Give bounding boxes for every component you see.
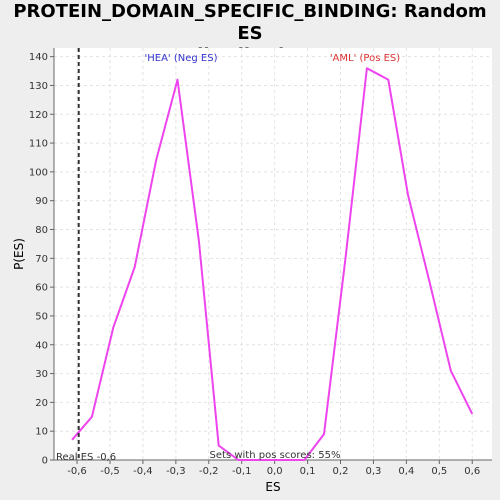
neg-es-label: 'HEA' (Neg ES): [145, 53, 218, 64]
x-tick-label: 0,2: [333, 466, 349, 477]
y-tick-label: 100: [29, 167, 48, 178]
y-tick-label: 40: [35, 340, 48, 351]
y-tick-label: 80: [35, 225, 48, 236]
x-tick-label: 0,5: [431, 466, 447, 477]
y-tick-label: 50: [35, 311, 48, 322]
plot-area: [54, 48, 492, 460]
y-tick-label: 120: [29, 110, 48, 121]
y-tick-label: 70: [35, 254, 48, 265]
x-tick-label: 0,6: [464, 466, 480, 477]
pos-es-label: 'AML' (Pos ES): [330, 53, 400, 64]
y-tick-label: 0: [42, 456, 48, 467]
x-axis-label: ES: [265, 480, 280, 494]
tick-layer: 0 10 20 30 40 50 60 70 80 90 100 110 120 130 140 -0,6 -0…: [29, 52, 480, 477]
series-layer: [71, 67, 474, 461]
x-tick-label: -0,2: [199, 466, 219, 477]
y-tick-label: 60: [35, 283, 48, 294]
y-tick-label: 90: [35, 196, 48, 207]
y-tick-label: 110: [29, 139, 48, 150]
x-tick-label: -0,5: [100, 466, 120, 477]
x-tick-label: 0,4: [398, 466, 414, 477]
es-distribution-line: [71, 67, 474, 461]
y-tick-label: 10: [35, 427, 48, 438]
y-axis-label: P(ES): [12, 238, 26, 270]
x-tick-label: 0,1: [300, 466, 316, 477]
pos-scores-label: Sets with pos scores: 55%: [210, 450, 341, 461]
grid-layer: [54, 48, 492, 460]
x-tick-label: -0,1: [232, 466, 252, 477]
x-tick-label: -0,4: [133, 466, 153, 477]
x-tick-label: -0,3: [166, 466, 186, 477]
y-tick-label: 140: [29, 52, 48, 63]
y-tick-label: 20: [35, 398, 48, 409]
y-tick-label: 30: [35, 369, 48, 380]
x-tick-label: 0,0: [267, 466, 283, 477]
real-es-label: Real ES -0,6: [56, 452, 116, 463]
x-tick-label: 0,3: [365, 466, 381, 477]
x-tick-label: -0,6: [67, 466, 87, 477]
y-tick-label: 130: [29, 81, 48, 92]
chart-title-line-1: PROTEIN_DOMAIN_SPECIFIC_BINDING: Random …: [13, 1, 487, 44]
